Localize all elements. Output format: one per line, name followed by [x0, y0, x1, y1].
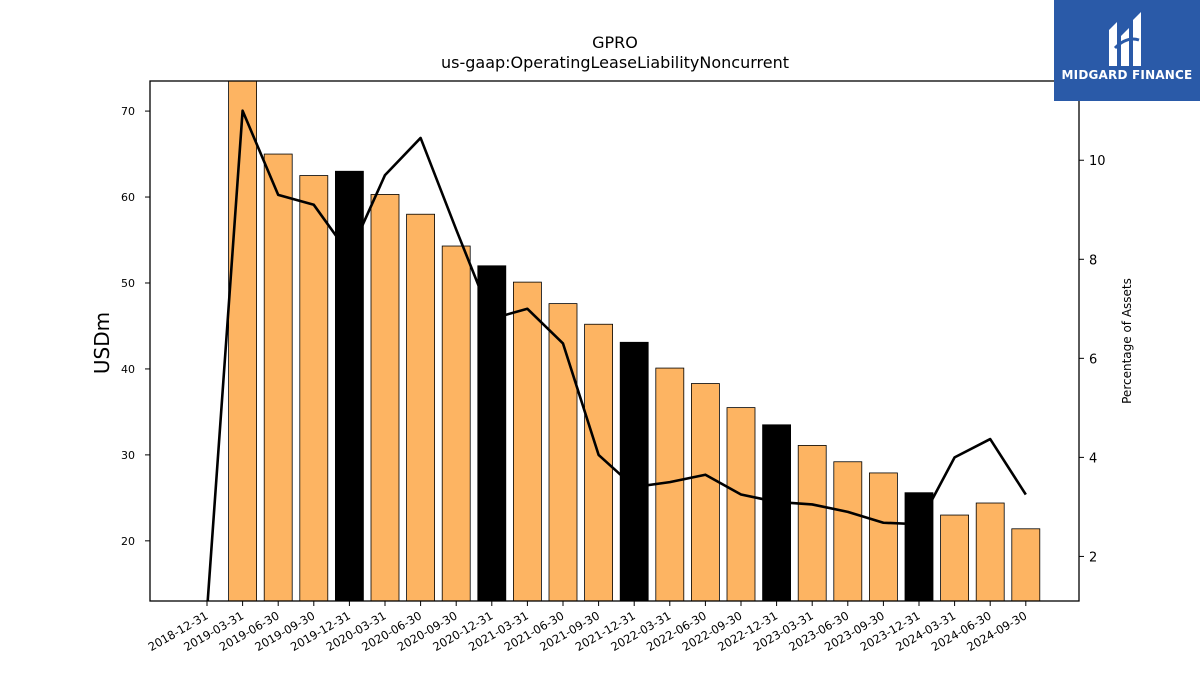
- bar: [334, 170, 364, 602]
- y2-axis: 2 4 6 8 10: [1079, 154, 1106, 565]
- y2-tick-label: 4: [1089, 451, 1097, 466]
- bar: [441, 245, 471, 602]
- bar: [726, 407, 756, 602]
- bar: [691, 383, 720, 602]
- y2-tick-label: 6: [1089, 352, 1097, 367]
- y-tick-label: 30: [121, 449, 135, 462]
- y-tick-label: 20: [121, 535, 135, 548]
- logo-text: MIDGARD FINANCE: [1061, 68, 1193, 82]
- series-line: [206, 109, 1027, 601]
- y-axis-label: USDm: [90, 312, 114, 374]
- line-series: [206, 109, 1027, 601]
- bar: [370, 194, 400, 602]
- bar: [513, 281, 542, 602]
- bar: [762, 424, 791, 602]
- y2-axis-label: Percentage of Assets: [1120, 278, 1134, 404]
- bar: [1011, 528, 1041, 602]
- bar: [975, 502, 1005, 602]
- y2-tick-label: 8: [1089, 253, 1097, 268]
- bar: [797, 445, 827, 602]
- y-tick-label: 40: [121, 363, 135, 376]
- bar: [869, 472, 898, 602]
- bar: [619, 341, 649, 602]
- y2-tick-label: 10: [1089, 154, 1106, 169]
- bar: [548, 303, 578, 602]
- x-axis: 2018-12-312019-03-312019-06-302019-09-30…: [146, 601, 1029, 654]
- bar-series: [228, 80, 1041, 602]
- bar: [263, 153, 293, 602]
- chart-title: GPRO: [592, 33, 638, 52]
- y2-tick-label: 2: [1089, 550, 1097, 565]
- bar: [904, 492, 934, 602]
- bar: [228, 80, 258, 602]
- y-tick-label: 70: [121, 105, 135, 118]
- bar: [299, 175, 329, 602]
- plot-frame: [149, 80, 1080, 602]
- bar: [406, 213, 436, 602]
- bar: [477, 265, 507, 602]
- chart-subtitle: us-gaap:OperatingLeaseLiabilityNoncurren…: [441, 53, 789, 72]
- midgard-finance-logo: MIDGARD FINANCE: [1054, 0, 1200, 101]
- y-tick-label: 50: [121, 277, 135, 290]
- y-tick-label: 60: [121, 191, 135, 204]
- bar: [833, 461, 863, 602]
- y-axis: 20 30 40 50 60 70: [121, 105, 150, 548]
- bar: [940, 514, 969, 602]
- logo-mark-icon: [1109, 12, 1141, 66]
